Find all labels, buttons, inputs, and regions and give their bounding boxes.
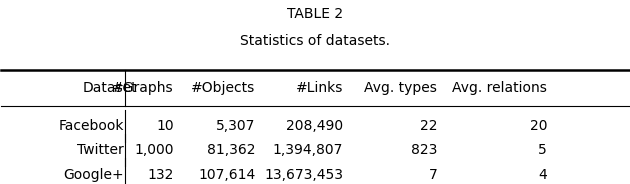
Text: Avg. relations: Avg. relations [452,81,547,95]
Text: Facebook: Facebook [58,119,123,133]
Text: Google+: Google+ [63,167,123,181]
Text: Statistics of datasets.: Statistics of datasets. [240,33,390,47]
Text: 81,362: 81,362 [207,143,255,158]
Text: TABLE 2: TABLE 2 [287,7,343,21]
Text: 7: 7 [428,167,437,181]
Text: 1,000: 1,000 [134,143,174,158]
Text: 208,490: 208,490 [286,119,343,133]
Text: Avg. types: Avg. types [364,81,437,95]
Text: #Objects: #Objects [191,81,255,95]
Text: 132: 132 [147,167,174,181]
Text: 10: 10 [156,119,174,133]
Text: 5,307: 5,307 [216,119,255,133]
Text: #Links: #Links [296,81,343,95]
Text: 823: 823 [411,143,437,158]
Text: 107,614: 107,614 [198,167,255,181]
Text: 20: 20 [530,119,547,133]
Text: 22: 22 [420,119,437,133]
Text: 1,394,807: 1,394,807 [273,143,343,158]
Text: Dataset: Dataset [83,81,137,95]
Text: 5: 5 [538,143,547,158]
Text: 4: 4 [538,167,547,181]
Text: 13,673,453: 13,673,453 [264,167,343,181]
Text: Twitter: Twitter [77,143,123,158]
Text: #Graphs: #Graphs [112,81,174,95]
